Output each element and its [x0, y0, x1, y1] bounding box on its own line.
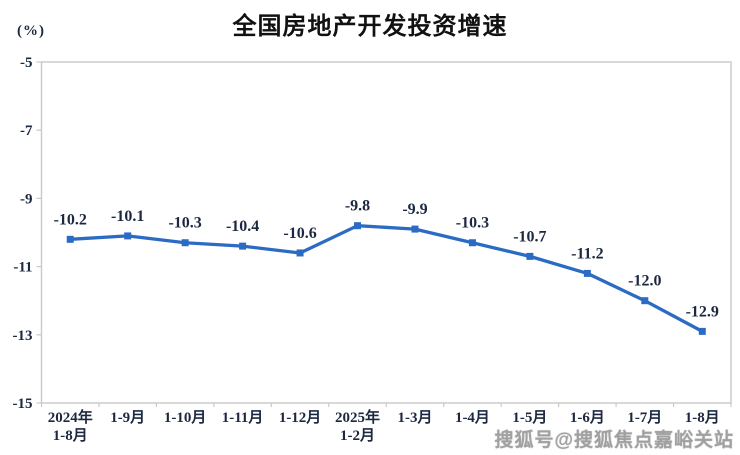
- x-category-label: 1-6月: [570, 409, 605, 426]
- x-category-label: 1-12月: [279, 409, 322, 426]
- data-point-label: -10.2: [54, 211, 87, 228]
- data-point-marker: [239, 242, 247, 250]
- y-axis-tick-label: -15: [13, 396, 33, 412]
- data-point-label: -10.7: [513, 228, 546, 245]
- data-point-marker: [296, 249, 304, 257]
- y-axis-tick-label: -13: [13, 328, 33, 344]
- data-point-label: -9.9: [402, 201, 427, 218]
- data-point-marker: [66, 235, 74, 243]
- y-axis-tick-label: -11: [13, 260, 32, 276]
- data-point-label: -12.0: [628, 273, 661, 290]
- data-point-label: -10.4: [226, 218, 259, 235]
- data-point-marker: [354, 222, 362, 230]
- y-axis-tick-label: -5: [20, 55, 33, 71]
- x-category-label: 2024年 1-8月: [48, 408, 93, 444]
- trend-line: [70, 224, 704, 333]
- y-axis-tick-label: -9: [20, 191, 33, 207]
- data-point-marker: [411, 225, 419, 233]
- watermark: 搜狐号@搜狐焦点嘉峪关站: [494, 430, 734, 451]
- x-category-label: 1-3月: [397, 409, 432, 426]
- x-category-label: 1-9月: [110, 409, 145, 426]
- data-point-marker: [526, 252, 534, 260]
- x-category-label: 1-11月: [222, 409, 264, 426]
- chart-title: 全国房地产开发投资增速: [232, 13, 508, 40]
- data-point-marker: [468, 239, 476, 247]
- data-point-label: -10.6: [283, 225, 316, 242]
- data-point-label: -9.8: [345, 198, 370, 215]
- x-category-label: 2025年 1-2月: [335, 408, 380, 444]
- data-point-marker: [698, 327, 706, 335]
- data-point-label: -10.3: [456, 215, 489, 232]
- data-point-marker: [181, 239, 189, 247]
- data-point-marker: [124, 232, 132, 240]
- data-point-label: -12.9: [686, 303, 719, 320]
- plot-frame: [40, 61, 732, 404]
- x-category-label: 1-4月: [455, 409, 490, 426]
- x-category-label: 1-8月: [685, 409, 720, 426]
- x-category-label: 1-5月: [512, 409, 547, 426]
- data-point-label: -10.3: [168, 215, 201, 232]
- y-axis-unit-label: (%): [17, 23, 45, 39]
- data-point-marker: [583, 269, 591, 277]
- y-axis-tick-label: -7: [20, 123, 33, 139]
- data-point-label: -10.1: [111, 208, 144, 225]
- x-category-label: 1-7月: [627, 409, 662, 426]
- x-category-label: 1-10月: [164, 409, 207, 426]
- data-point-marker: [641, 297, 649, 305]
- data-point-label: -11.2: [571, 245, 603, 262]
